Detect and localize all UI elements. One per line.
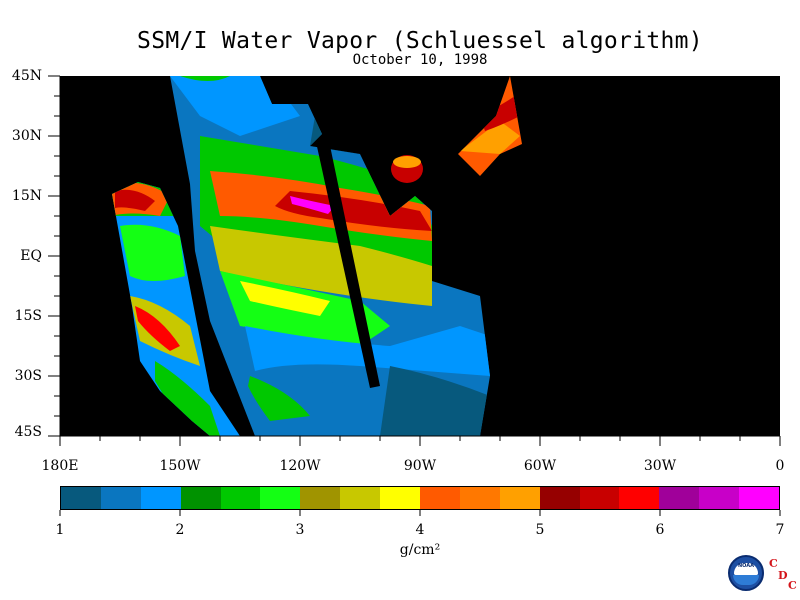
colorbar-label-2: 2 (175, 522, 185, 538)
colorbar-swatch (140, 487, 181, 509)
chart-title: SSM/I Water Vapor (Schluessel algorithm) (137, 28, 703, 54)
colorbar-swatch (499, 487, 540, 509)
cdc-letter-d: D (778, 569, 788, 582)
lon-label-90w: 90W (403, 458, 437, 474)
lat-label-45n: 45N (11, 68, 42, 84)
colorbar-swatch (539, 487, 580, 509)
noaa-logo: NOAA (728, 555, 764, 591)
lat-label-eq: EQ (20, 248, 42, 264)
lon-label-180e: 180E (41, 458, 79, 474)
lat-label-15s: 15S (14, 308, 42, 324)
map-swaths (112, 76, 522, 436)
lat-label-15n: 15N (11, 188, 42, 204)
lon-label-120w: 120W (279, 458, 321, 474)
lon-label-30w: 30W (643, 458, 677, 474)
noaa-logo-text: NOAA (737, 563, 755, 569)
colorbar-swatch (579, 487, 620, 509)
chart-date: October 10, 1998 (352, 52, 488, 68)
colorbar-swatch (380, 487, 421, 509)
lon-label-60w: 60W (523, 458, 557, 474)
colorbar-swatch (420, 487, 460, 509)
colorbar-units: g/cm² (399, 542, 441, 558)
colorbar-swatch (340, 487, 381, 509)
colorbar-swatch (659, 487, 700, 509)
colorbar-swatch (180, 487, 221, 509)
lat-label-45s: 45S (14, 424, 42, 440)
lon-label-0: 0 (775, 458, 785, 474)
colorbar-label-6: 6 (655, 522, 665, 538)
lat-label-30s: 30S (14, 368, 42, 384)
colorbar-swatch (739, 487, 780, 509)
colorbar-label-5: 5 (535, 522, 545, 538)
lat-label-30n: 30N (11, 128, 42, 144)
colorbar-swatch (220, 487, 261, 509)
colorbar-swatch (699, 487, 740, 509)
colorbar-swatch (100, 487, 141, 509)
lon-label-150w: 150W (159, 458, 201, 474)
water-vapor-map (60, 76, 780, 436)
colorbar-swatch (300, 487, 341, 509)
colorbar-label-4: 4 (415, 522, 425, 538)
colorbar-swatch (260, 487, 301, 509)
colorbar-swatch (459, 487, 500, 509)
colorbar-swatch (61, 487, 101, 509)
colorbar (60, 486, 780, 510)
colorbar-label-7: 7 (775, 522, 785, 538)
colorbar-label-3: 3 (295, 522, 305, 538)
colorbar-swatch (619, 487, 660, 509)
orbit-gap (316, 136, 380, 388)
cdc-letter-c2: C (788, 579, 797, 592)
colorbar-label-1: 1 (55, 522, 65, 538)
cdc-letter-c1: C (769, 557, 778, 570)
